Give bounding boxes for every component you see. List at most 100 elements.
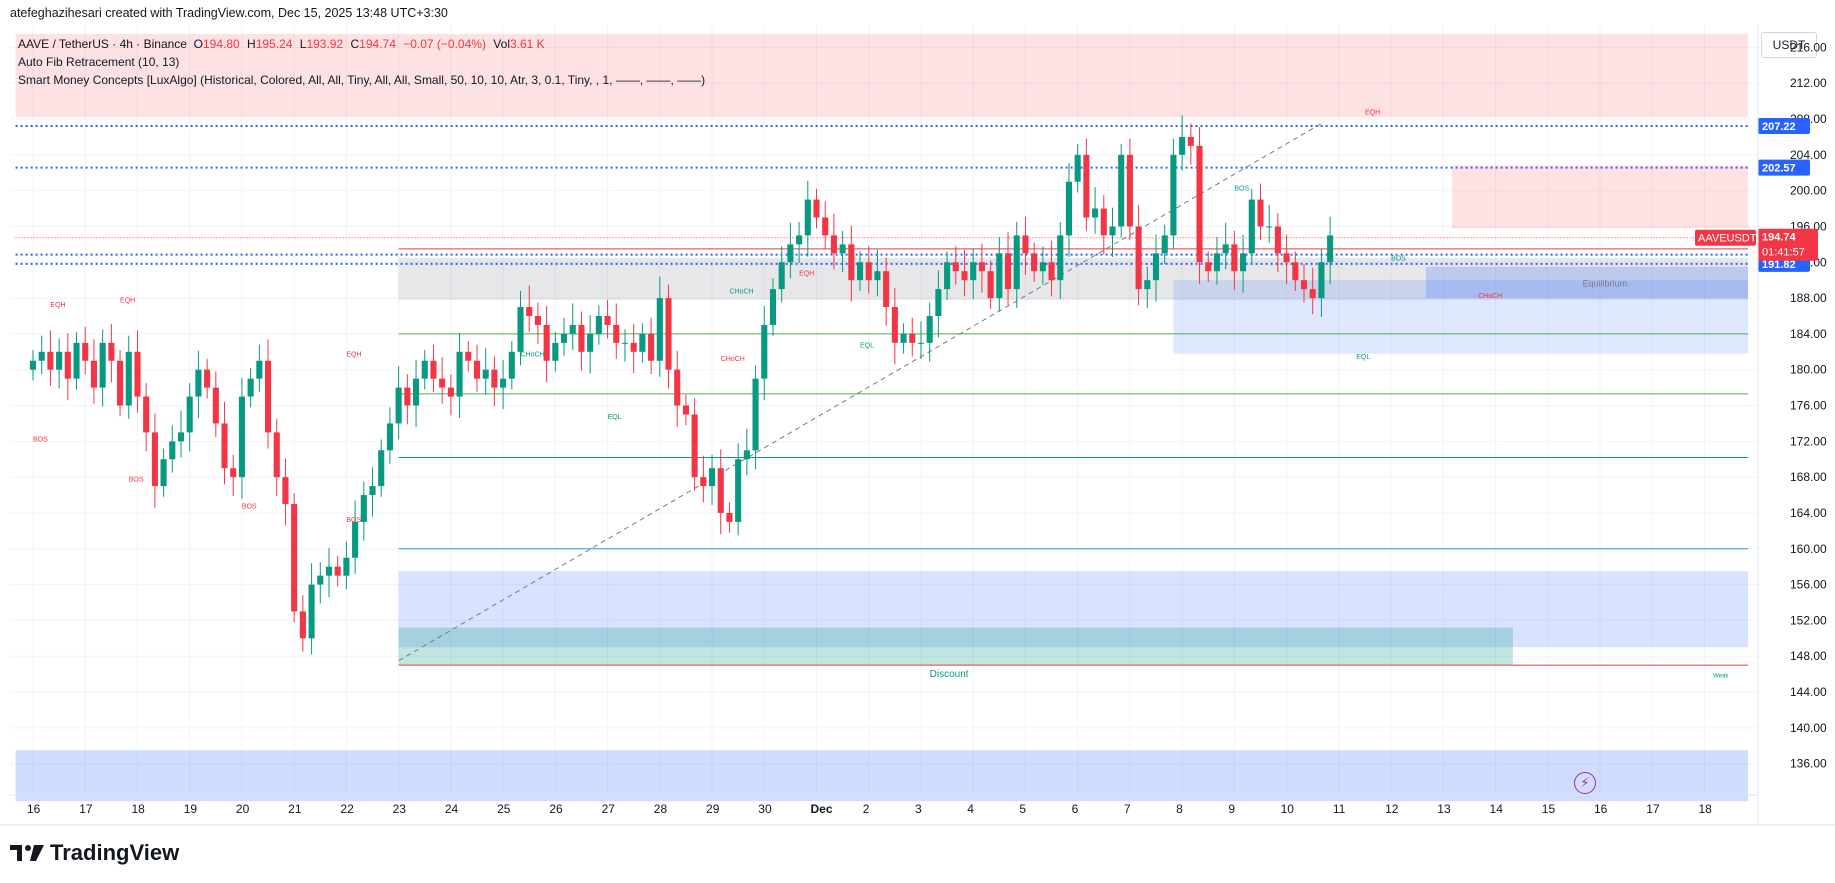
bottom-zone bbox=[15, 750, 1748, 802]
smc-annotations: EQH EQH EQH EQH EQH EQL EQL EQL BOS BOS BOS BOS BOS B… bbox=[33, 110, 1729, 680]
candle-body bbox=[787, 244, 794, 263]
candle-body bbox=[412, 378, 420, 406]
candle bbox=[996, 237, 1003, 312]
candle-body bbox=[848, 244, 855, 281]
candle-body bbox=[1074, 154, 1081, 182]
candle-body bbox=[534, 315, 541, 325]
candle bbox=[717, 449, 724, 535]
candle bbox=[534, 302, 541, 344]
candle bbox=[439, 357, 446, 404]
candle bbox=[848, 225, 855, 302]
candle-body bbox=[1004, 253, 1012, 290]
x-tick-label: 11 bbox=[1333, 802, 1346, 816]
candle bbox=[691, 398, 698, 491]
symbol-name[interactable]: AAVE / TetherUS · 4h · Binance bbox=[18, 37, 187, 51]
fib-trendline bbox=[398, 123, 1322, 662]
candle-body bbox=[334, 566, 341, 576]
candle-body bbox=[291, 504, 298, 612]
candle bbox=[822, 201, 829, 249]
candle-body bbox=[317, 575, 324, 585]
candle bbox=[1100, 195, 1107, 255]
x-tick-label: 4 bbox=[967, 802, 974, 816]
candle-body bbox=[473, 360, 481, 379]
candle bbox=[221, 401, 228, 485]
y-tick-label: 184.00 bbox=[1790, 327, 1827, 341]
x-tick-label: 16 bbox=[1594, 802, 1608, 816]
candle-body bbox=[761, 324, 768, 379]
indicator-smc[interactable]: Smart Money Concepts [LuxAlgo] (Historic… bbox=[18, 73, 706, 87]
candle-body bbox=[238, 396, 245, 478]
currency-button[interactable]: USDT bbox=[1761, 32, 1817, 58]
lightning-icon[interactable]: ⚡ bbox=[1574, 772, 1596, 794]
x-tick-label: 21 bbox=[288, 802, 302, 816]
candle bbox=[1318, 248, 1325, 317]
candle bbox=[526, 285, 533, 333]
price-tag-text: 207.22 bbox=[1762, 121, 1796, 133]
y-tick-label: 172.00 bbox=[1790, 434, 1827, 448]
candle-body bbox=[621, 342, 629, 344]
candle-body bbox=[299, 611, 306, 639]
candle-body bbox=[639, 333, 646, 352]
x-tick-label: 14 bbox=[1490, 802, 1504, 816]
candle-body bbox=[839, 244, 846, 254]
y-tick-label: 212.00 bbox=[1790, 76, 1827, 90]
candle bbox=[56, 338, 63, 389]
candle bbox=[787, 222, 794, 279]
choch-label: CHoCH bbox=[1478, 293, 1502, 300]
candle-body bbox=[813, 199, 820, 218]
candle bbox=[1152, 234, 1160, 302]
candle-body bbox=[177, 432, 185, 442]
candle bbox=[883, 257, 890, 326]
candle-body bbox=[1022, 235, 1029, 254]
candle-body bbox=[560, 333, 568, 343]
candle-body bbox=[108, 342, 115, 361]
y-tick-label: 148.00 bbox=[1790, 649, 1827, 663]
candle-body bbox=[1327, 235, 1334, 263]
candle-body bbox=[395, 387, 402, 424]
candle-body bbox=[352, 521, 359, 558]
brand-name: TradingView bbox=[50, 840, 180, 865]
candle-body bbox=[447, 387, 454, 397]
x-tick-label: Dec bbox=[811, 802, 833, 816]
candle-body bbox=[1179, 136, 1186, 155]
choch-label: CHoCH bbox=[521, 351, 545, 358]
candle bbox=[500, 359, 507, 410]
candle-body bbox=[1161, 235, 1168, 254]
x-tick-label: 15 bbox=[1542, 802, 1556, 816]
candle bbox=[1135, 204, 1142, 306]
candle bbox=[769, 278, 777, 336]
candle bbox=[1292, 251, 1299, 291]
candle bbox=[865, 246, 872, 294]
candle bbox=[473, 344, 481, 393]
low-label: L bbox=[299, 37, 307, 51]
symbol-row[interactable]: AAVE / TetherUS · 4h · Binance O194.80 H… bbox=[18, 35, 705, 53]
candle bbox=[682, 394, 689, 426]
candle bbox=[430, 344, 437, 393]
candle-body bbox=[1048, 262, 1055, 281]
candle-body bbox=[708, 468, 716, 487]
candle bbox=[1057, 221, 1064, 299]
candle-body bbox=[1039, 262, 1046, 272]
candle-body bbox=[482, 369, 489, 379]
candle bbox=[1231, 230, 1238, 291]
candle bbox=[308, 563, 315, 655]
candle bbox=[656, 276, 663, 377]
candle bbox=[1179, 115, 1186, 171]
indicator-fib[interactable]: Auto Fib Retracement (10, 13) bbox=[18, 55, 180, 69]
choch-label: CHoCH bbox=[721, 356, 745, 363]
candle bbox=[108, 324, 115, 383]
candle bbox=[195, 350, 202, 419]
candle bbox=[412, 359, 420, 428]
eql-label: EQL bbox=[860, 342, 874, 349]
candle bbox=[421, 350, 428, 390]
candle bbox=[256, 344, 263, 393]
candle bbox=[900, 323, 907, 354]
candle-body bbox=[256, 360, 263, 379]
candle-body bbox=[247, 378, 254, 397]
candle-body bbox=[752, 378, 759, 451]
candle bbox=[1065, 162, 1073, 257]
candle-body bbox=[517, 307, 524, 352]
candle bbox=[1257, 183, 1264, 240]
close-label: C bbox=[350, 37, 360, 51]
